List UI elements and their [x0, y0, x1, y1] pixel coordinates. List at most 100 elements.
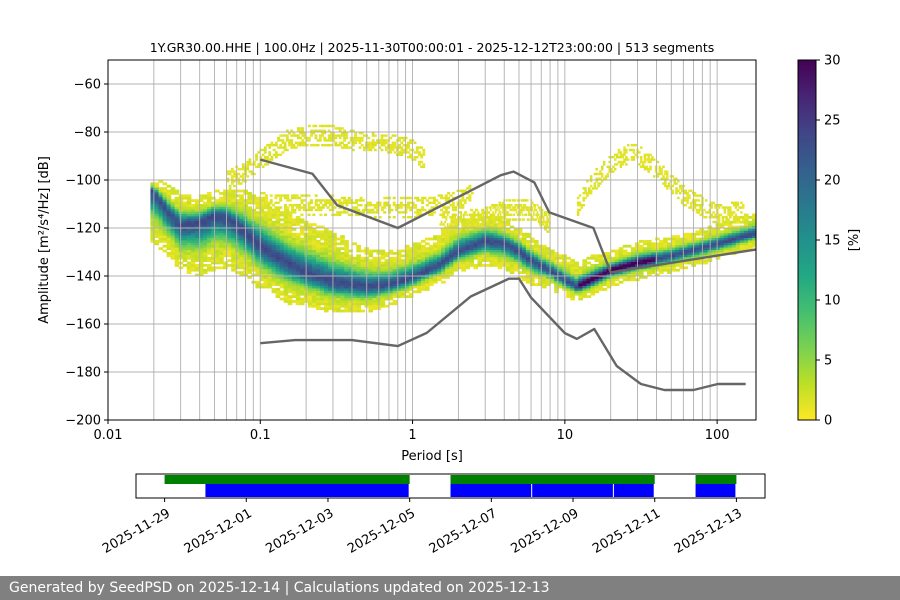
- heatmap-cell: [511, 206, 514, 209]
- heatmap-cell: [687, 232, 693, 236]
- heatmap-cell: [315, 276, 321, 279]
- heatmap-cell: [493, 244, 499, 248]
- heatmap-cell: [271, 235, 277, 238]
- heatmap-cell: [206, 223, 212, 226]
- heatmap-cell: [454, 216, 456, 219]
- heatmap-cell: [630, 158, 634, 161]
- heatmap-cell: [351, 141, 355, 144]
- heatmap-cell: [194, 273, 200, 277]
- heatmap-cell: [263, 247, 269, 250]
- heatmap-cell: [320, 244, 325, 248]
- heatmap-cell: [473, 249, 479, 253]
- heatmap-cell: [640, 160, 643, 164]
- heatmap-cell: [590, 285, 596, 289]
- heatmap-cell: [651, 158, 654, 161]
- heatmap-cell: [412, 242, 418, 246]
- heatmap-cell: [527, 218, 530, 221]
- heatmap-cell: [472, 216, 475, 219]
- heatmap-cell: [534, 218, 536, 221]
- heatmap-cell: [301, 144, 305, 147]
- heatmap-cell: [470, 223, 472, 226]
- y-tick-label: −160: [65, 318, 101, 333]
- heatmap-cell: [166, 254, 172, 258]
- heatmap-cell: [223, 266, 228, 270]
- heatmap-cell: [535, 213, 538, 216]
- heatmap-cell: [542, 273, 547, 277]
- heatmap-cell: [279, 259, 285, 262]
- heatmap-cell: [299, 232, 305, 236]
- heatmap-cell: [461, 232, 466, 236]
- heatmap-cell: [248, 160, 252, 164]
- heatmap-cell: [711, 235, 717, 238]
- heatmap-cell: [682, 192, 686, 195]
- heatmap-cell: [219, 213, 224, 217]
- heatmap-cell: [441, 256, 446, 260]
- heatmap-cell: [182, 204, 188, 207]
- heatmap-cell: [320, 232, 325, 236]
- heatmap-cell: [429, 259, 434, 262]
- heatmap-cell: [517, 252, 523, 255]
- heatmap-cell: [261, 165, 265, 168]
- heatmap-cell: [453, 249, 458, 253]
- heatmap-cell: [311, 240, 317, 243]
- heatmap-cell: [356, 285, 361, 289]
- heatmap-cell: [393, 144, 397, 147]
- heatmap-cell: [223, 218, 228, 222]
- heatmap-cell: [259, 254, 265, 258]
- heatmap-cell: [723, 242, 729, 246]
- heatmap-cell: [380, 139, 384, 142]
- heatmap-cell: [630, 271, 636, 274]
- heatmap-cell: [390, 208, 394, 212]
- heatmap-cell: [275, 256, 281, 260]
- heatmap-cell: [343, 144, 346, 147]
- heatmap-cell: [695, 204, 699, 207]
- heatmap-cell: [344, 278, 349, 282]
- heatmap-cell: [619, 153, 623, 156]
- heatmap-cell: [630, 156, 634, 159]
- heatmap-cell: [340, 247, 345, 250]
- heatmap-cell: [451, 220, 454, 224]
- heatmap-cell: [437, 276, 442, 279]
- heatmap-cell: [395, 208, 399, 212]
- heatmap-cell: [215, 249, 220, 253]
- heatmap-cell: [263, 146, 267, 149]
- heatmap-cell: [445, 261, 450, 265]
- heatmap-cell: [554, 290, 559, 294]
- heatmap-cell: [671, 264, 676, 267]
- heatmap-cell: [598, 264, 604, 267]
- heatmap-cell: [206, 232, 212, 236]
- heatmap-cell: [446, 230, 449, 233]
- heatmap-cell: [614, 276, 620, 279]
- heatmap-cell: [535, 208, 538, 212]
- heatmap-cell: [301, 129, 305, 132]
- heatmap-cell: [311, 259, 317, 262]
- heatmap-cell: [227, 254, 232, 258]
- heatmap-cell: [385, 204, 389, 207]
- heatmap-cell: [392, 204, 396, 207]
- heatmap-cell: [399, 206, 403, 209]
- heatmap-cell: [150, 218, 156, 222]
- heatmap-cell: [315, 280, 321, 284]
- heatmap-cell: [202, 194, 208, 198]
- grid-lines: [108, 60, 756, 420]
- heatmap-cell: [505, 254, 511, 258]
- heatmap-cell: [723, 230, 729, 234]
- heatmap-cell: [473, 235, 479, 238]
- heatmap-cell: [255, 259, 261, 262]
- heatmap-cell: [247, 220, 252, 224]
- heatmap-cell: [412, 249, 418, 253]
- heatmap-cell: [420, 280, 426, 284]
- heatmap-cell: [400, 249, 406, 253]
- heatmap-cell: [288, 132, 291, 135]
- heatmap-cell: [723, 247, 729, 250]
- heatmap-cell: [554, 271, 559, 274]
- heatmap-cell: [287, 254, 293, 258]
- heatmap-cell: [317, 204, 321, 207]
- heatmap-cell: [461, 242, 466, 246]
- heatmap-cell: [211, 232, 216, 236]
- heatmap-cell: [408, 273, 414, 277]
- heatmap-cell: [538, 249, 543, 253]
- heatmap-cell: [739, 220, 745, 224]
- heatmap-cell: [541, 211, 544, 214]
- heatmap-cell: [424, 285, 430, 289]
